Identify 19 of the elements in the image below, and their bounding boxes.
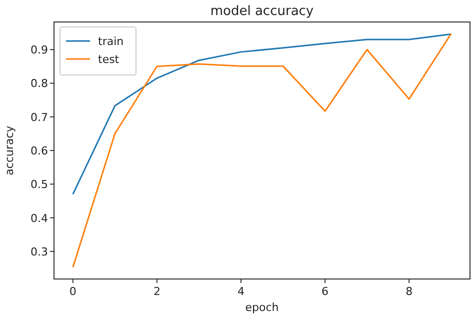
y-tick-label: 0.9	[30, 44, 48, 57]
y-tick-label: 0.5	[30, 178, 48, 192]
y-tick-label: 0.6	[30, 144, 48, 158]
x-tick-label: 0	[69, 285, 76, 298]
x-tick-label: 2	[153, 285, 160, 298]
x-tick-label: 6	[322, 285, 329, 298]
legend-label: train	[98, 35, 124, 48]
legend-label: test	[98, 53, 120, 66]
y-axis-title: accuracy	[3, 125, 16, 176]
line-series	[72, 33, 452, 195]
y-tick-label: 0.3	[30, 245, 48, 258]
x-tick-label: 8	[406, 285, 413, 298]
y-tick-label: 0.8	[30, 77, 48, 90]
y-tick-label: 0.4	[30, 212, 48, 225]
x-tick-label: 4	[237, 285, 244, 298]
chart-title: model accuracy	[210, 4, 314, 19]
y-tick-label: 0.7	[30, 110, 48, 124]
line-series	[72, 33, 452, 268]
x-axis-title: epoch	[245, 301, 279, 314]
